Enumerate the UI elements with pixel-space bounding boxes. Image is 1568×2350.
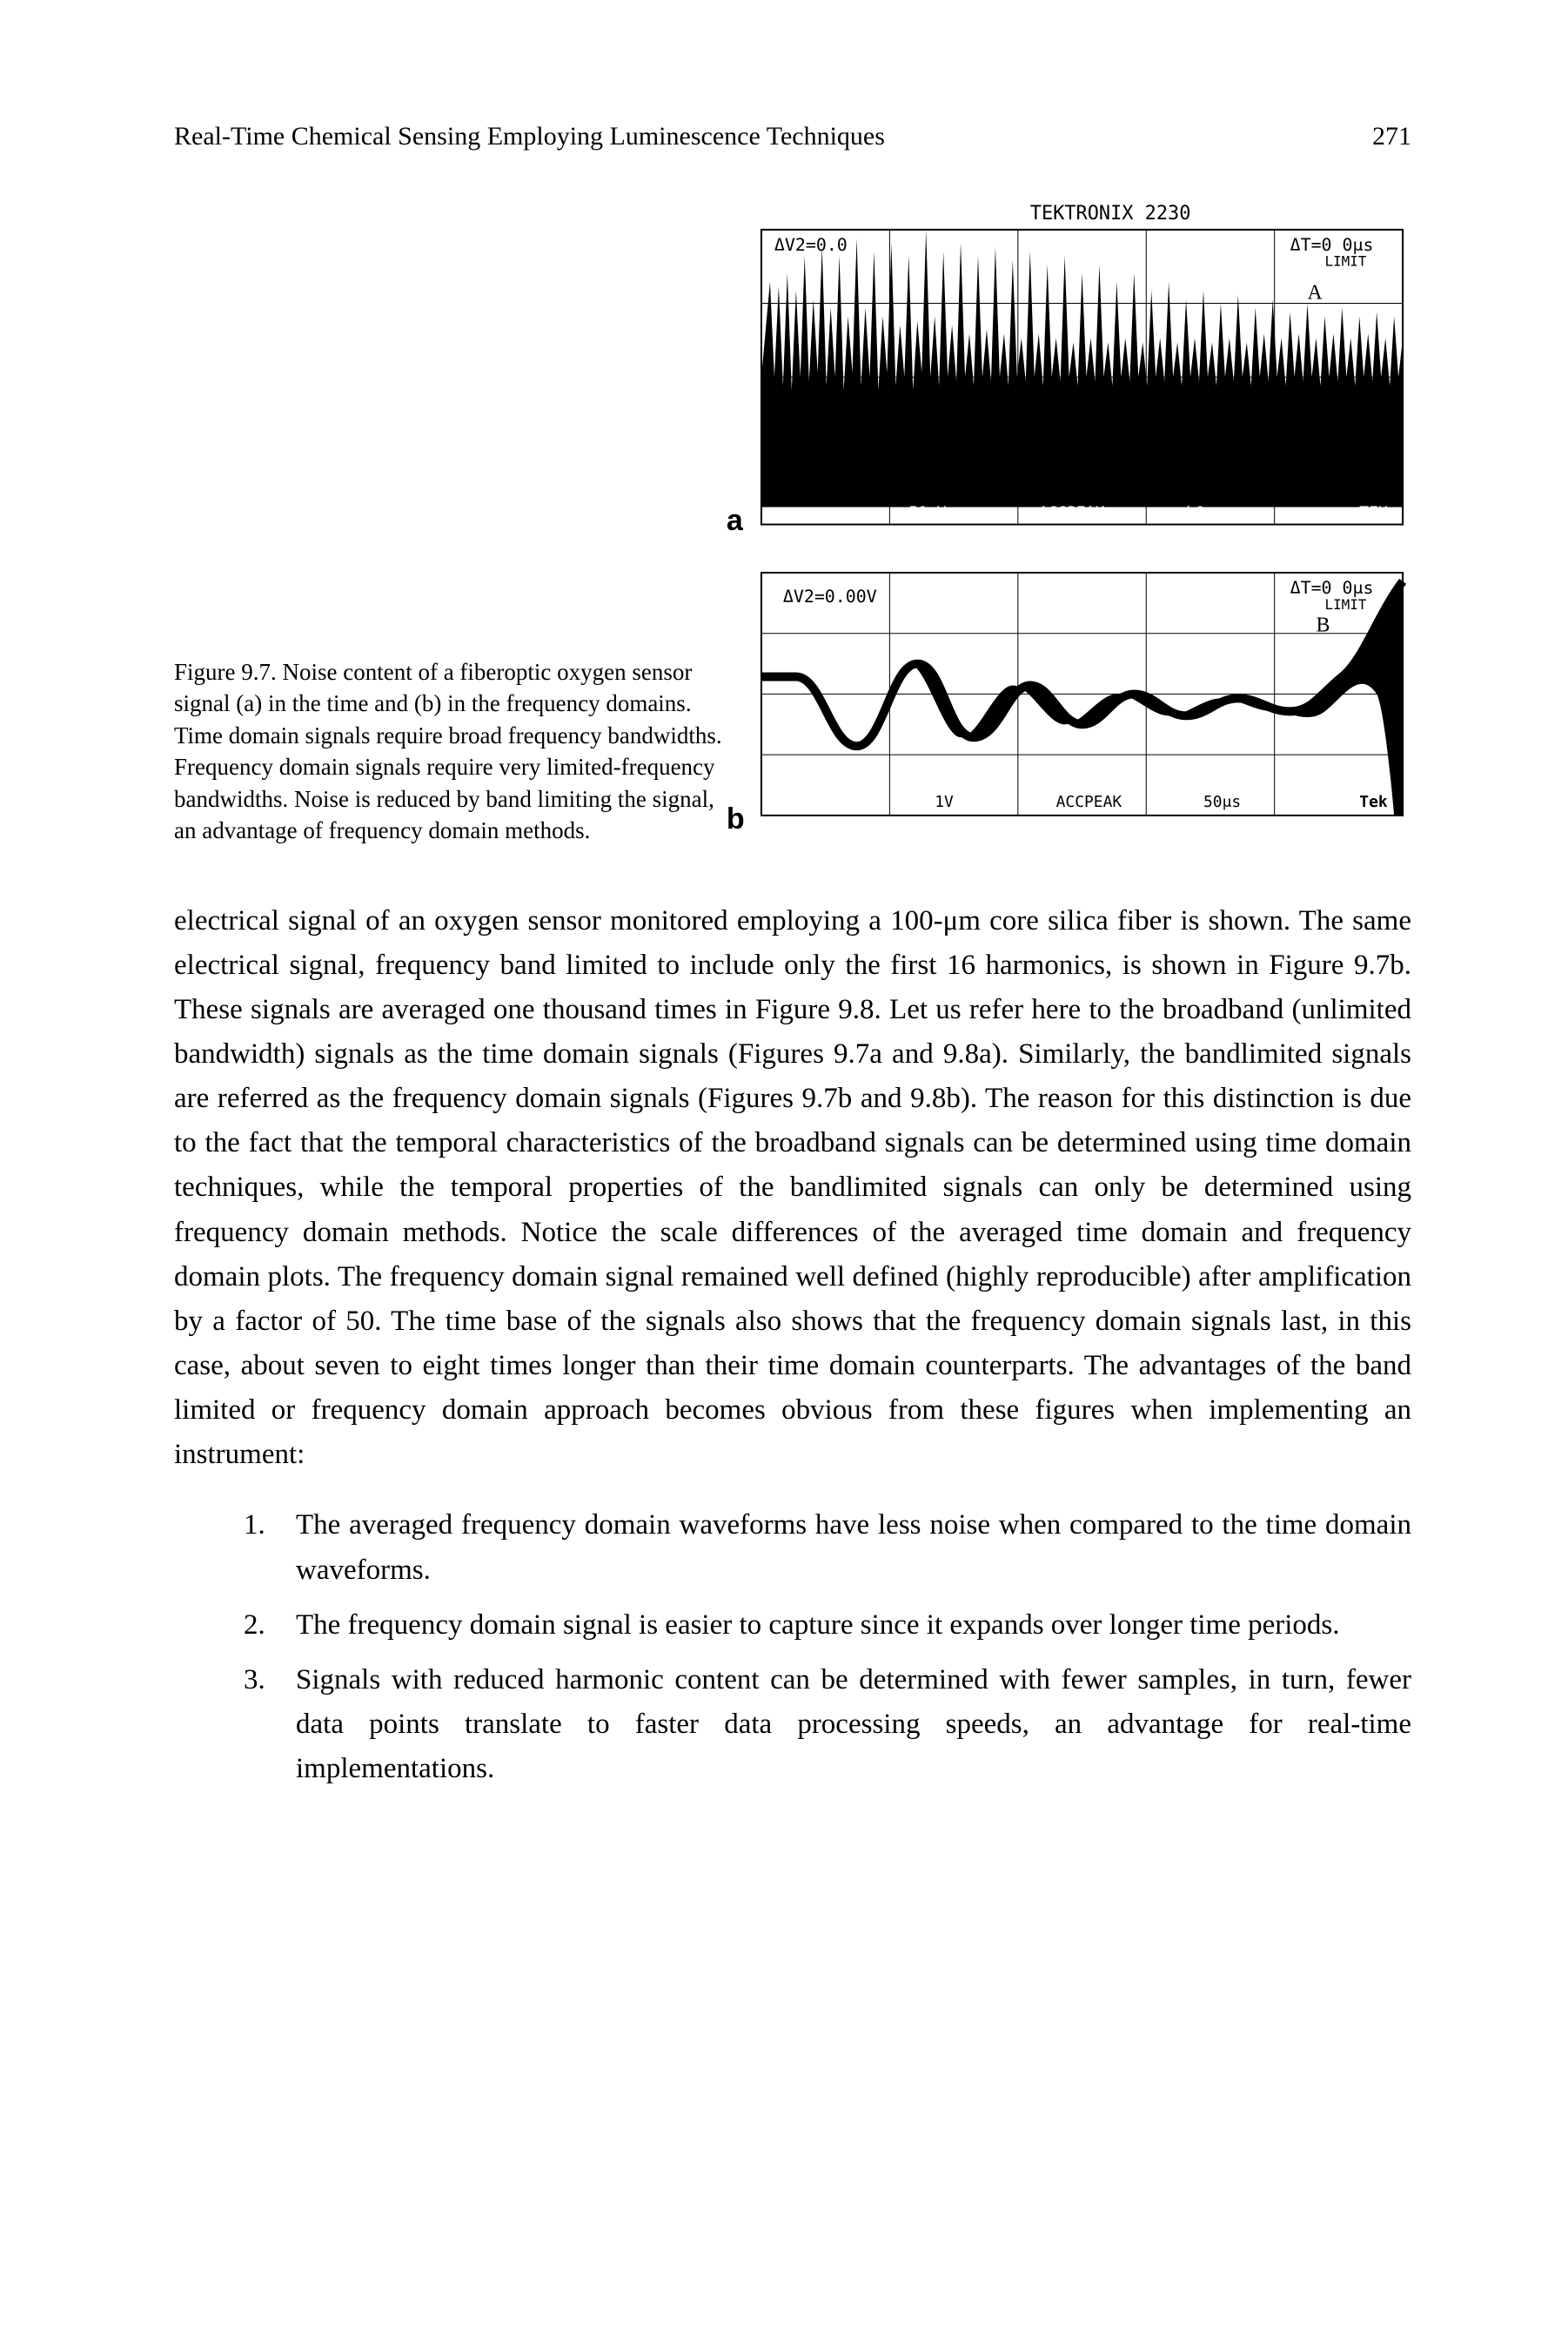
oscilloscope-panel-a: TEKTRONIX 2230 ΔV2=0.0 [753,204,1411,534]
list-num: 3. [244,1658,296,1791]
figure-caption-column: Figure 9.7. Noise content of a fiberopti… [174,204,753,847]
panel-a-bottom-1: ACCPEAK [1039,504,1105,522]
panel-a-right-readout-sub: LIMIT [1324,253,1366,270]
panel-b-bottom-right: Tek [1359,792,1388,810]
page-number: 271 [1372,122,1411,151]
numbered-list: 1. The averaged frequency domain wavefor… [174,1503,1411,1791]
panel-b-label: b [727,802,745,836]
figure-caption: Figure 9.7. Noise content of a fiberopti… [174,659,722,843]
list-item: 1. The averaged frequency domain wavefor… [244,1503,1411,1592]
oscilloscope-panel-b: ΔV2=0.00V ΔT=0 0μs LIMIT B 1V ACCPEAK 50… [753,564,1411,824]
list-num: 2. [244,1603,296,1648]
page: Real-Time Chemical Sensing Employing Lum… [0,0,1568,2350]
body-paragraph: electrical signal of an oxygen sensor mo… [174,899,1411,1478]
panel-a-label: a [727,504,743,538]
panel-a-bottom-right: TEK [1359,504,1388,522]
list-item: 3. Signals with reduced harmonic content… [244,1658,1411,1791]
panel-b-bottom-1: ACCPEAK [1056,792,1122,810]
panel-b-bottom-2: 50μs [1203,792,1241,810]
list-num: 1. [244,1503,296,1592]
panel-a-marker: A [1307,282,1323,305]
list-text: The frequency domain signal is easier to… [296,1603,1411,1648]
page-header: Real-Time Chemical Sensing Employing Lum… [174,122,1411,151]
list-item: 2. The frequency domain signal is easier… [244,1603,1411,1648]
figure-image-column: a TEKTRONIX 2230 [753,204,1411,828]
list-text: Signals with reduced harmonic content ca… [296,1658,1411,1791]
figure-block: Figure 9.7. Noise content of a fiberopti… [174,204,1411,847]
panel-a-left-readout: ΔV2=0.0 [774,235,848,255]
scope-model-label: TEKTRONIX 2230 [1030,204,1191,225]
running-head: Real-Time Chemical Sensing Employing Lum… [174,122,885,151]
list-text: The averaged frequency domain waveforms … [296,1503,1411,1592]
panel-a-right-readout: ΔT=0 0μs [1290,235,1374,255]
panel-a-bottom-0: 50mV [908,504,946,522]
panel-b-right-readout: ΔT=0 0μs [1290,577,1374,597]
panel-b-bottom-0: 1V [935,792,954,810]
panel-b-marker: B [1316,614,1330,636]
panel-b-left-readout: ΔV2=0.00V [783,586,877,606]
panel-b-right-readout-sub: LIMIT [1324,595,1366,612]
panel-a-bottom-2: h0μs [1186,504,1223,522]
